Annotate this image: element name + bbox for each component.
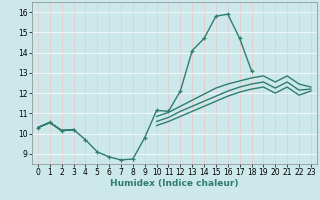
X-axis label: Humidex (Indice chaleur): Humidex (Indice chaleur) — [110, 179, 239, 188]
